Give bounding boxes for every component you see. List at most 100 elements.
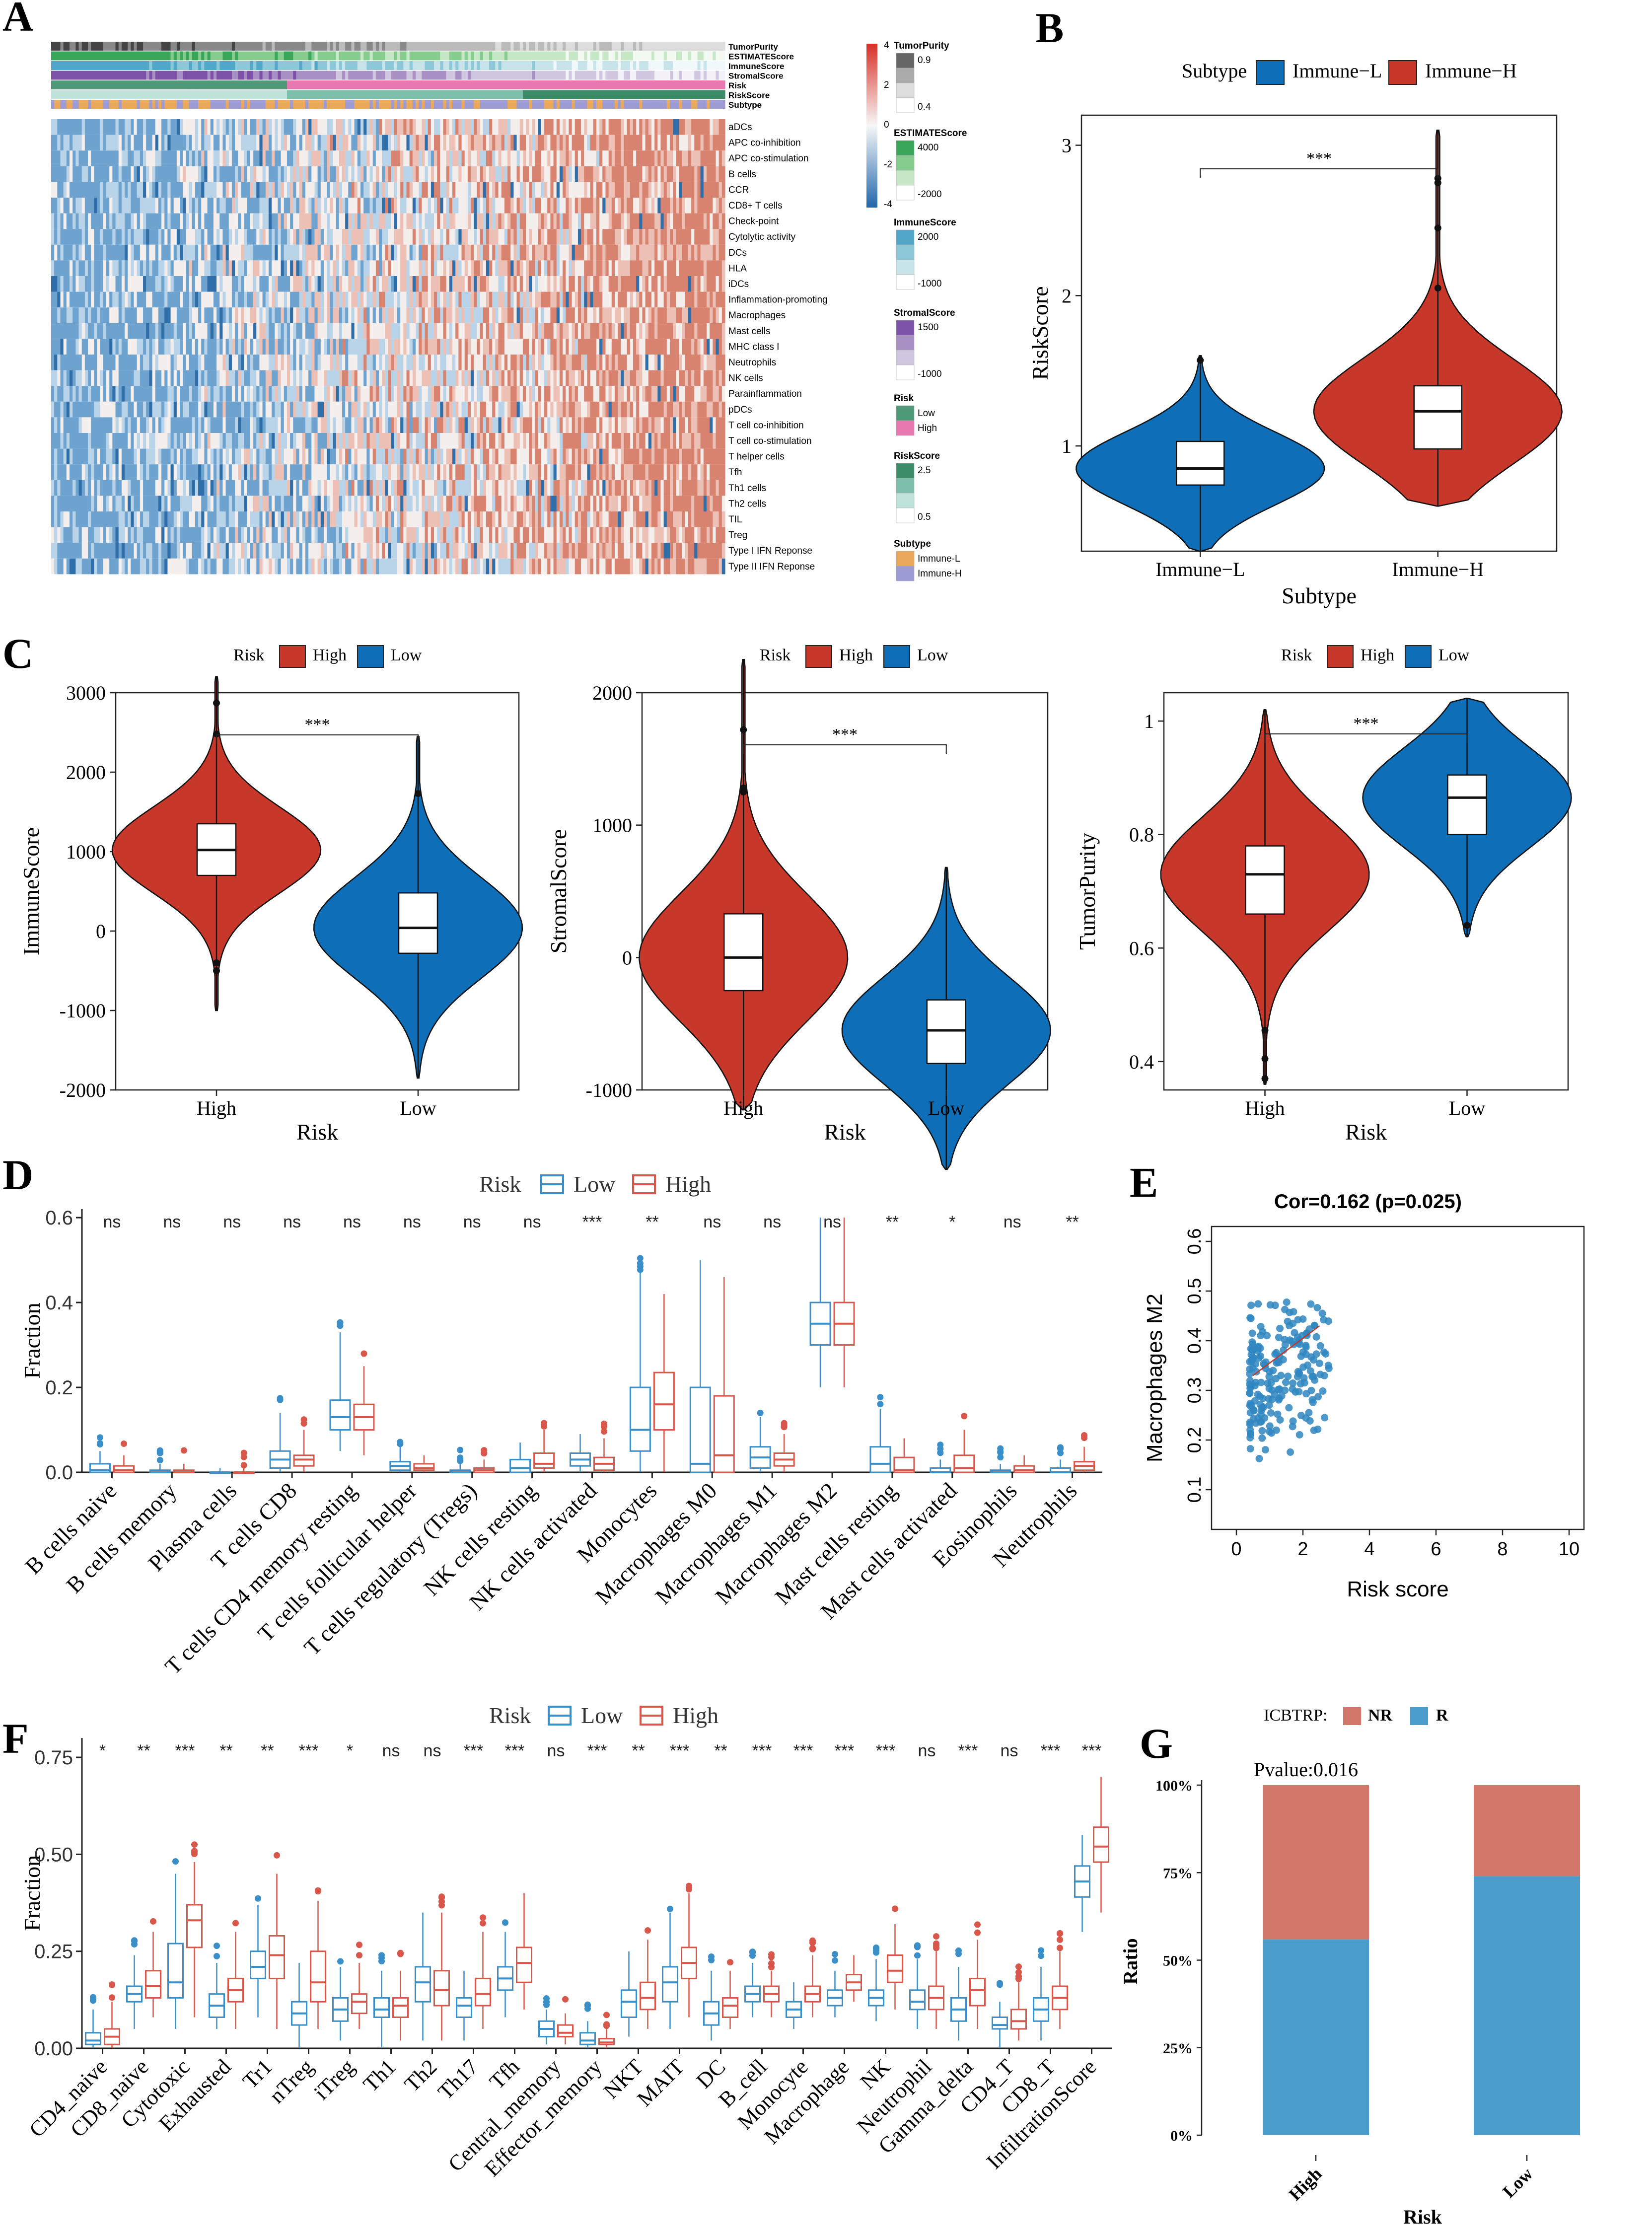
legend-title: ICBTRP: (1264, 1706, 1327, 1725)
box-high (269, 1935, 285, 1979)
scatter-point (1276, 1324, 1284, 1332)
row-label: MHC class I (728, 342, 779, 352)
box-high (433, 1970, 450, 2007)
regression-line (1252, 1325, 1320, 1376)
box-high (653, 1371, 675, 1431)
row-label: Th1 cells (728, 483, 766, 494)
outlier-high (109, 1981, 115, 1988)
legend-label: 0.4 (918, 102, 931, 112)
row-label: pDCs (728, 405, 752, 415)
scatter-point (1246, 1421, 1254, 1429)
x-tick-label: nTreg (265, 2054, 318, 2108)
scatter-point (1246, 1409, 1254, 1417)
y-tick-label: 2000 (592, 682, 632, 704)
significance-label: ns (223, 1213, 241, 1231)
x-axis-title: Risk (296, 1119, 338, 1145)
significance-label: ns (463, 1213, 481, 1231)
outlier-high (562, 1996, 569, 2003)
row-label: Parainflammation (728, 389, 802, 399)
bar-segment-r (1474, 1876, 1580, 2135)
legend-title: Risk (760, 646, 790, 664)
outlier-low (757, 1409, 764, 1416)
outlier-high (438, 1902, 445, 1909)
outlier-high (150, 1918, 156, 1925)
box-high (392, 1997, 409, 2018)
legend-swatch-high (279, 645, 306, 668)
panel-letter-e: E (1130, 1158, 1158, 1206)
outlier-high (1015, 1963, 1022, 1970)
legend-swatch (896, 320, 915, 336)
scatter-point (1258, 1427, 1266, 1435)
scatter-point (1307, 1386, 1315, 1394)
scatter-point (1259, 1394, 1267, 1402)
legend-title: TumorPurity (894, 41, 949, 51)
annotation-track-stromalscore (51, 71, 725, 80)
scatter-point (1310, 1321, 1318, 1329)
box-low (992, 2017, 1008, 2030)
category-tfh: ***Tfh (485, 1741, 532, 2094)
box-low (329, 1399, 351, 1431)
outlier-high (480, 1920, 486, 1927)
row-label: NK cells (728, 373, 763, 384)
panel-letter-g: G (1140, 1720, 1173, 1767)
legend-swatch-high (805, 645, 832, 668)
outlier-low (337, 1958, 344, 1965)
panel-d-boxplot: D Risk Low High 0.00.20.40.6FractionnsB … (2, 1151, 1102, 1679)
outlier-high (933, 1933, 939, 1940)
outlier-low (277, 1396, 284, 1403)
scatter-point (1292, 1388, 1299, 1396)
outlier-high (727, 1959, 733, 1966)
box-high (1245, 845, 1285, 915)
legend-f: Risk Low High (489, 1703, 718, 1728)
scatter-point (1277, 1371, 1285, 1379)
category-b-cell: ***B_cell (714, 1741, 780, 2112)
annotation-track-riskscore (51, 90, 725, 99)
significance-label: ns (823, 1213, 841, 1231)
y-tick-label: 0.25 (34, 1941, 73, 1963)
annotation-labels: TumorPurityESTIMATEScoreImmuneScoreStrom… (728, 42, 794, 110)
plot-frame (641, 692, 1049, 1091)
x-tick-label: 0 (1231, 1539, 1241, 1560)
outlier-low (667, 1905, 673, 1912)
panel-letter-c: C (2, 630, 33, 677)
heatmap-row-cytolytic-activity (51, 229, 725, 245)
row-label: CD8+ T cells (728, 201, 783, 211)
outlier-low (708, 1953, 715, 1960)
outlier-high (232, 1920, 239, 1927)
legend-swatch (896, 229, 915, 245)
outlier-high (892, 1905, 898, 1912)
significance-label: ns (163, 1213, 181, 1231)
scatter-point (1255, 1343, 1263, 1351)
legend-swatch (896, 68, 915, 83)
significance-label: ns (103, 1213, 121, 1231)
legend-label-low: Low (391, 646, 422, 664)
y-tick-label: -1000 (60, 1000, 106, 1022)
significance-label: ns (763, 1213, 781, 1231)
scatter-point (1302, 1342, 1310, 1350)
scatter-point (1289, 1379, 1297, 1387)
outlier-high (480, 1914, 486, 1921)
row-label: Inflammation-promoting (728, 295, 828, 305)
outlier-high (191, 1849, 198, 1856)
legend-swatch (896, 420, 915, 436)
scatter-point (1275, 1359, 1283, 1367)
y-tick-label: 0 (96, 920, 106, 942)
outlier-low (937, 1442, 944, 1448)
colorbar-tick: 4 (884, 40, 889, 51)
pvalue-label: Pvalue:0.016 (1254, 1758, 1358, 1781)
legend-title: Risk (894, 393, 914, 404)
x-axis-title: Subtype (1282, 583, 1357, 608)
legend-title: Subtype (1182, 60, 1247, 82)
scatter-point (1268, 1386, 1276, 1394)
outlier-high (274, 1852, 280, 1859)
legend-label-high: High (673, 1703, 718, 1728)
legend-g: ICBTRP: NR R (1264, 1706, 1448, 1725)
significance-label: * (99, 1741, 106, 1760)
scatter-point (1281, 1341, 1289, 1349)
scatter-point (1254, 1300, 1262, 1308)
significance-label: ** (137, 1741, 150, 1760)
box-high (475, 1977, 491, 2007)
significance-label: *** (505, 1741, 525, 1760)
box-low (373, 1997, 390, 2018)
legend-b: Subtype Immune−L Immune−H (1182, 60, 1517, 85)
